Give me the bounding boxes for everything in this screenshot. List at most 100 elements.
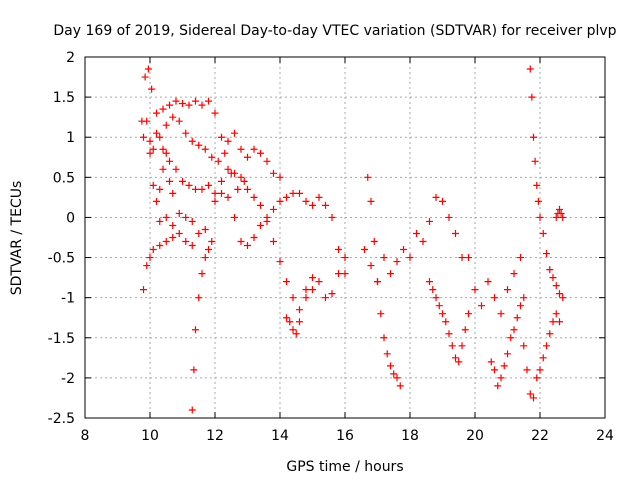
data-point [237, 173, 245, 181]
data-point [406, 254, 414, 262]
data-point [517, 254, 524, 262]
data-point [322, 294, 329, 302]
data-point [559, 213, 567, 221]
data-point [257, 149, 264, 157]
series-sat-i [283, 254, 349, 338]
data-point [190, 366, 198, 374]
data-point [195, 141, 203, 149]
data-point [276, 173, 284, 181]
series-sat-l [426, 278, 472, 366]
data-point [182, 238, 190, 246]
data-point [159, 145, 167, 153]
series-sat-e [146, 149, 177, 205]
data-point [146, 137, 154, 145]
plot-frame [84, 56, 606, 419]
y-tick-label: -1.5 [48, 331, 75, 347]
data-point [302, 197, 310, 205]
data-point [536, 366, 544, 374]
data-point [211, 109, 219, 117]
data-point [156, 242, 164, 250]
data-point [234, 185, 242, 193]
data-point [289, 326, 297, 334]
data-point [156, 133, 164, 141]
data-point [185, 181, 193, 189]
data-point [270, 205, 277, 213]
data-point [283, 314, 290, 322]
data-point [557, 209, 565, 217]
data-point [387, 270, 394, 278]
data-point [231, 213, 238, 221]
data-point [526, 390, 534, 398]
data-point [214, 157, 222, 165]
x-tick-label: 16 [336, 428, 354, 444]
data-point [159, 165, 167, 173]
data-point [534, 197, 542, 205]
data-point [556, 318, 563, 326]
data-point [221, 149, 229, 157]
data-point [543, 250, 550, 258]
data-point [140, 286, 147, 294]
data-point [240, 177, 248, 185]
data-point [387, 362, 394, 370]
data-point [224, 137, 232, 145]
data-point [175, 209, 183, 217]
data-point [231, 129, 238, 137]
data-point [328, 213, 336, 221]
data-point [244, 153, 251, 161]
data-point [458, 254, 466, 262]
data-point [156, 217, 164, 225]
data-point [302, 294, 310, 302]
data-point [530, 394, 537, 402]
data-point [195, 294, 203, 302]
data-point [507, 334, 515, 342]
data-point [439, 197, 446, 205]
data-point [205, 97, 212, 105]
data-point [198, 270, 206, 278]
data-point [201, 225, 209, 233]
data-point [237, 238, 245, 246]
data-point [328, 290, 336, 298]
series-sat-f [156, 209, 196, 229]
data-point [143, 117, 151, 125]
y-tick-label: -2.5 [48, 411, 75, 427]
data-point [179, 100, 186, 108]
data-point [237, 145, 245, 153]
data-point [445, 330, 453, 338]
data-point [390, 370, 398, 378]
data-point [361, 246, 368, 254]
data-point [413, 229, 420, 237]
y-tick-label: 1.5 [53, 90, 75, 106]
data-point [169, 221, 177, 229]
data-point [487, 358, 495, 366]
x-tick-label: 10 [141, 428, 159, 444]
data-point [195, 229, 203, 237]
data-point [426, 217, 433, 225]
y-tick-label: 1 [66, 130, 75, 146]
data-point [192, 185, 199, 193]
data-point [169, 189, 177, 197]
data-point [432, 294, 440, 302]
data-point [380, 334, 388, 342]
data-point [188, 406, 196, 414]
data-point [364, 173, 372, 181]
data-point [263, 157, 271, 165]
data-point [175, 229, 183, 237]
y-tick-label: -2 [61, 371, 75, 387]
data-point [283, 193, 290, 201]
data-point [224, 165, 232, 173]
data-point [494, 382, 502, 390]
x-tick-label: 18 [401, 428, 419, 444]
data-point [484, 278, 492, 286]
data-point [218, 133, 225, 141]
data-point [208, 153, 216, 161]
data-point [513, 314, 521, 322]
data-point [504, 286, 511, 294]
data-point [166, 177, 173, 185]
data-point [546, 330, 554, 338]
data-point [393, 258, 401, 266]
data-point [188, 242, 196, 250]
data-point [504, 350, 511, 358]
data-point [146, 254, 154, 262]
data-point [426, 278, 433, 286]
